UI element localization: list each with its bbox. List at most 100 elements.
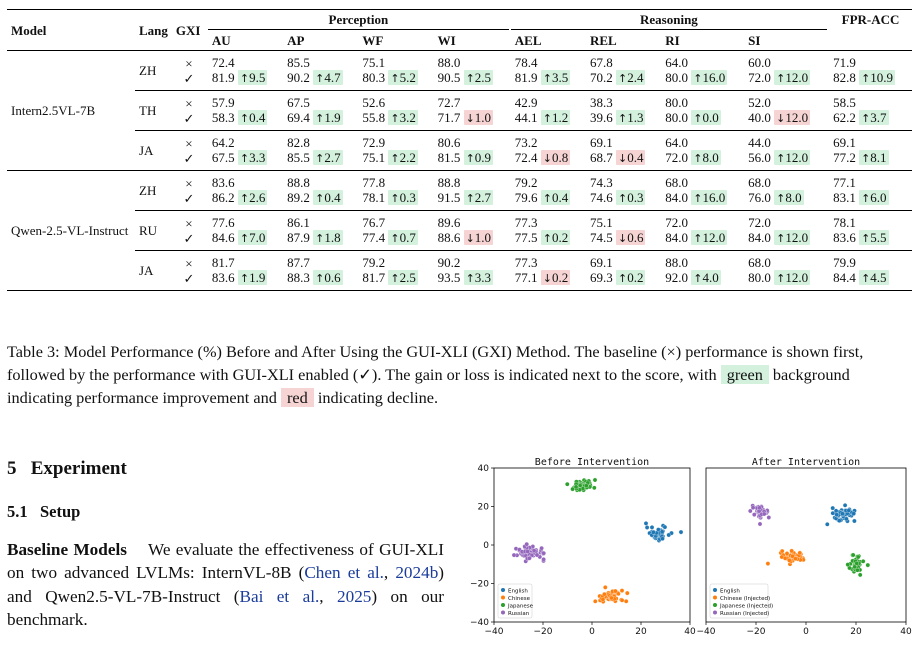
baseline-score: 64.0 — [665, 55, 688, 70]
arrow-up-icon: ↑ — [693, 232, 703, 245]
gxi-score: 85.5 — [287, 150, 310, 165]
citation-bai-authors[interactable]: Bai et al. — [239, 586, 320, 606]
caption-green-sample: green — [720, 365, 769, 384]
scatter-point — [541, 557, 546, 562]
header-group-reasoning: Reasoning — [510, 9, 828, 30]
delta-value: 7.0 — [249, 230, 266, 245]
table-caption: Table 3: Model Performance (%) Before an… — [7, 340, 912, 409]
score-cell: 67.8 70.2 ↑2.4 — [586, 51, 661, 91]
gxi-marks: × ✓ — [171, 170, 206, 211]
delta-value: 9.5 — [249, 70, 266, 85]
gxi-score: 76.0 — [748, 190, 771, 205]
delta-value: 0.3 — [627, 190, 644, 205]
delta-badge: ↑0.4 — [313, 190, 343, 205]
delta-value: 1.0 — [474, 230, 492, 245]
arrow-up-icon: ↑ — [618, 192, 628, 205]
gxi-score: 72.0 — [665, 150, 688, 165]
delta-value: 4.0 — [702, 270, 719, 285]
arrow-up-icon: ↑ — [693, 112, 703, 125]
citation-chen-authors[interactable]: Chen et al. — [304, 563, 384, 583]
gxi-mark: ✓ — [183, 270, 195, 286]
baseline-score: 72.4 — [211, 55, 235, 70]
delta-badge: ↑3.7 — [859, 110, 889, 125]
delta-badge: ↑0.3 — [616, 190, 646, 205]
caption-red-sample: red — [280, 388, 314, 407]
section-number: 5 — [7, 458, 17, 479]
legend-label: English — [508, 588, 528, 594]
legend-label: Chinese (Injected) — [720, 596, 770, 602]
delta-badge: ↑0.4 — [540, 190, 571, 205]
scatter-point — [761, 511, 767, 517]
score-cell: 79.9 84.4 ↑4.5 — [829, 250, 912, 291]
baseline-score: 80.6 — [437, 135, 461, 150]
score-cell: 77.3 77.1 ↓0.2 — [510, 250, 586, 291]
legend-box — [709, 583, 769, 619]
gxi-score: 90.2 — [287, 70, 310, 85]
delta-value: 16.0 — [702, 190, 726, 205]
arrow-up-icon: ↑ — [390, 192, 400, 205]
scatter-point — [855, 554, 861, 560]
score-cell: 77.3 77.5 ↑0.2 — [510, 210, 586, 251]
score-cell: 81.7 83.6 ↑1.9 — [207, 250, 284, 291]
delta-value: 12.0 — [785, 70, 809, 85]
y-tick-label: −20 — [470, 580, 489, 590]
paragraph-sep-2: , — [319, 586, 337, 606]
citation-bai-year[interactable]: 2025 — [337, 586, 372, 606]
baseline-score: 77.3 — [514, 255, 538, 270]
gxi-score: 83.1 — [833, 190, 856, 205]
legend-marker — [501, 588, 505, 592]
delta-value: 8.0 — [785, 190, 802, 205]
gxi-mark: ✓ — [183, 230, 195, 246]
delta-value: 2.7 — [324, 150, 341, 165]
delta-badge: ↑5.5 — [859, 230, 889, 245]
x-tick-label: 40 — [900, 627, 912, 637]
delta-badge: ↑0.6 — [313, 270, 343, 285]
gxi-score: 72.0 — [748, 70, 771, 85]
gxi-marks: × ✓ — [171, 250, 206, 291]
header-col-ael: AEL — [514, 32, 542, 48]
gxi-score: 74.5 — [590, 230, 613, 245]
delta-badge: ↑2.2 — [388, 150, 418, 165]
score-cell: 72.7 71.7 ↓1.0 — [433, 90, 509, 131]
baseline-score: 79.9 — [833, 255, 856, 270]
delta-value: 2.4 — [627, 70, 644, 85]
gxi-score: 77.4 — [362, 230, 386, 245]
baseline-score: 81.7 — [211, 255, 235, 270]
delta-value: 3.3 — [249, 150, 266, 165]
score-cell: 38.3 39.6 ↑1.3 — [586, 90, 662, 131]
delta-badge: ↑3.3 — [463, 270, 494, 285]
delta-badge: ↑2.5 — [388, 270, 418, 285]
baseline-score: 67.8 — [590, 55, 613, 70]
baseline-score: 71.9 — [833, 55, 856, 70]
gxi-score: 80.3 — [362, 70, 386, 85]
gxi-score: 72.4 — [514, 150, 538, 165]
arrow-down-icon: ↓ — [542, 272, 552, 285]
scatter-point — [525, 549, 530, 554]
baseline-score: 88.0 — [437, 55, 461, 70]
arrow-up-icon: ↑ — [465, 192, 475, 205]
legend-label: Russian (Injected) — [720, 611, 769, 617]
arrow-up-icon: ↑ — [542, 112, 552, 125]
gxi-score: 81.7 — [362, 270, 386, 285]
arrow-up-icon: ↑ — [239, 232, 250, 245]
arrow-up-icon: ↑ — [390, 112, 400, 125]
score-cell: 68.0 80.0 ↑12.0 — [744, 250, 828, 291]
gxi-score: 78.1 — [362, 190, 386, 205]
baseline-score: 72.0 — [665, 215, 688, 230]
baseline-score: 82.8 — [287, 135, 310, 150]
score-cell: 82.8 85.5 ↑2.7 — [283, 130, 359, 171]
baseline-score: 42.9 — [514, 95, 538, 110]
scatter-point — [748, 508, 753, 514]
score-cell: 67.5 69.4 ↑1.9 — [283, 90, 359, 131]
citation-chen-year[interactable]: 2024b — [395, 563, 439, 583]
table-body: Intern2.5VL-7B ZH × ✓ 72.4 81.9 ↑9.5 85.5 90.2 … — [7, 51, 912, 291]
delta-badge: ↑0.0 — [691, 110, 721, 125]
baseline-score: 72.0 — [748, 215, 771, 230]
delta-value: 0.6 — [627, 230, 644, 245]
gxi-score: 81.9 — [211, 70, 235, 85]
delta-badge: ↓1.0 — [463, 110, 494, 125]
header-group-perception: Perception — [207, 9, 509, 30]
delta-badge: ↑2.5 — [463, 70, 494, 85]
delta-badge: ↑8.1 — [859, 150, 889, 165]
arrow-up-icon: ↑ — [390, 152, 400, 165]
